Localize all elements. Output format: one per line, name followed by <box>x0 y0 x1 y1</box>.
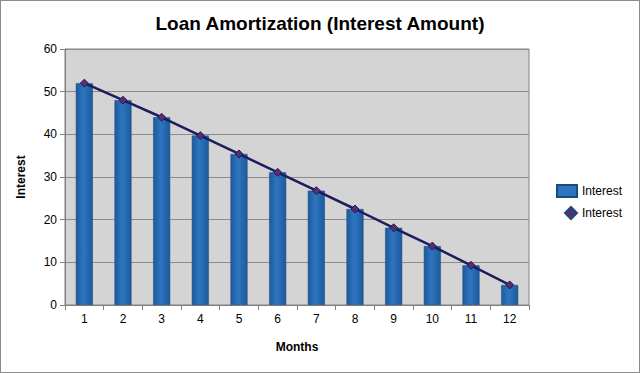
svg-text:10: 10 <box>44 255 58 269</box>
svg-text:50: 50 <box>44 85 58 99</box>
svg-text:5: 5 <box>236 312 243 326</box>
svg-text:20: 20 <box>44 213 58 227</box>
svg-text:Interest: Interest <box>14 155 28 198</box>
svg-text:3: 3 <box>158 312 165 326</box>
svg-text:10: 10 <box>426 312 440 326</box>
svg-text:7: 7 <box>313 312 320 326</box>
svg-text:Interest: Interest <box>582 184 623 198</box>
svg-text:60: 60 <box>44 42 58 56</box>
svg-text:Loan Amortization (Interest Am: Loan Amortization (Interest Amount) <box>156 13 485 34</box>
svg-text:Interest: Interest <box>582 206 623 220</box>
svg-text:9: 9 <box>390 312 397 326</box>
svg-text:Months: Months <box>276 340 319 354</box>
svg-text:6: 6 <box>274 312 281 326</box>
svg-text:1: 1 <box>81 312 88 326</box>
svg-text:12: 12 <box>503 312 517 326</box>
svg-text:2: 2 <box>120 312 127 326</box>
svg-text:40: 40 <box>44 127 58 141</box>
svg-text:4: 4 <box>197 312 204 326</box>
svg-text:0: 0 <box>50 298 57 312</box>
svg-text:8: 8 <box>352 312 359 326</box>
svg-text:30: 30 <box>44 170 58 184</box>
svg-text:11: 11 <box>465 312 478 326</box>
